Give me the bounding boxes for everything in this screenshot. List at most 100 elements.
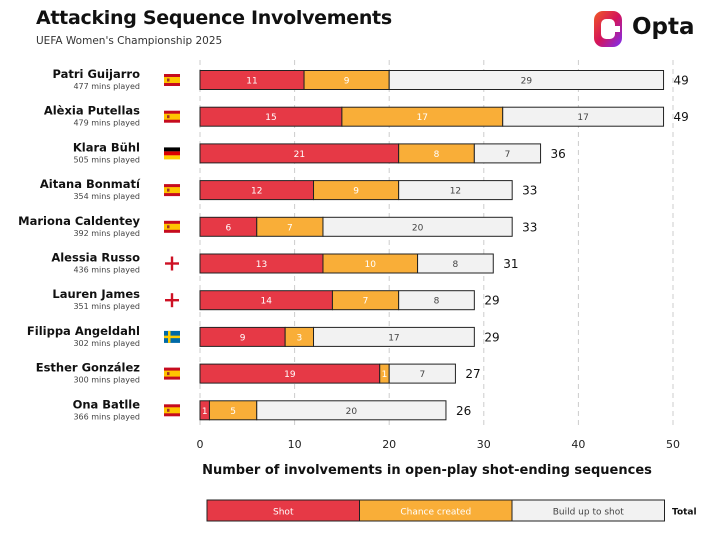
bar-segment-label: 17 xyxy=(577,113,588,123)
chart-title: Attacking Sequence Involvements xyxy=(36,7,392,29)
bar-segment-label: 5 xyxy=(230,407,236,417)
bar-segment-build-up-to-shot xyxy=(398,180,513,201)
legend-swatch-build-up-to-shot xyxy=(511,499,665,522)
flag-spain-icon xyxy=(164,220,180,233)
bar-segment-label: 12 xyxy=(251,187,262,197)
flag-emblem xyxy=(167,225,170,229)
flag-stripe xyxy=(164,370,180,377)
flag-stripe xyxy=(164,187,180,194)
bar-segment-label: 8 xyxy=(434,150,440,160)
bar-segment-label: 21 xyxy=(294,150,305,160)
player-name: Alèxia Putellas xyxy=(44,104,140,118)
player-minutes: 366 mins played xyxy=(73,412,140,421)
bar-segment-build-up-to-shot xyxy=(256,400,447,421)
x-axis-label: Number of involvements in open-play shot… xyxy=(202,463,652,478)
bar-segment-label: 1 xyxy=(202,407,208,417)
bar-segment-label: 7 xyxy=(363,297,369,307)
player-name: Patri Guijarro xyxy=(52,67,140,81)
player-minutes: 436 mins played xyxy=(73,266,140,275)
bar-total-label: 33 xyxy=(522,220,537,234)
bar-segment-label: 8 xyxy=(434,297,440,307)
bar-segment-build-up-to-shot xyxy=(388,363,456,384)
flag-stripe xyxy=(164,147,180,152)
bar-segment-label: 7 xyxy=(505,150,511,160)
player-minutes: 351 mins played xyxy=(73,302,140,311)
x-tick-label: 10 xyxy=(288,438,302,451)
bar-segment-label: 20 xyxy=(412,223,424,233)
bar-total-label: 29 xyxy=(484,294,499,308)
player-minutes: 505 mins played xyxy=(73,155,140,164)
bar-segment-label: 10 xyxy=(365,260,377,270)
flag-stripe xyxy=(164,407,180,414)
x-tick-label: 0 xyxy=(197,438,204,451)
bar-segment-label: 11 xyxy=(246,77,257,87)
bar-segment-build-up-to-shot xyxy=(417,253,494,274)
player-name: Aitana Bonmatí xyxy=(40,177,141,191)
legend-label: Chance created xyxy=(400,508,471,518)
player-name: Ona Batlle xyxy=(73,397,141,411)
flag-spain-icon xyxy=(164,110,180,123)
bar-segment-label: 19 xyxy=(284,370,296,380)
flag-spain-icon xyxy=(164,74,180,86)
player-name: Klara Bühl xyxy=(73,140,140,154)
legend-total-label: Total xyxy=(672,508,697,518)
bar-segment-build-up-to-shot xyxy=(322,216,513,237)
bar-total-label: 49 xyxy=(674,74,689,88)
bar-total-label: 33 xyxy=(522,184,537,198)
bar-segment-label: 9 xyxy=(240,333,246,343)
bar-segment-label: 1 xyxy=(382,370,388,380)
bar-segment-label: 14 xyxy=(260,297,272,307)
bar-total-label: 49 xyxy=(674,110,689,124)
x-tick-label: 40 xyxy=(571,438,585,451)
bar-total-label: 27 xyxy=(465,367,480,381)
flag-stripe xyxy=(164,223,180,230)
flag-emblem xyxy=(167,78,170,82)
bar-segment-build-up-to-shot xyxy=(313,326,475,347)
bar-segment-build-up-to-shot xyxy=(398,290,475,311)
flag-england-icon xyxy=(165,293,179,308)
bar-segment-label: 7 xyxy=(419,370,425,380)
player-name: Alessia Russo xyxy=(51,251,140,265)
flag-stripe xyxy=(164,77,180,83)
flag-spain-icon xyxy=(164,367,180,380)
flag-england-icon xyxy=(165,256,179,271)
flag-germany-icon xyxy=(164,147,180,160)
player-minutes: 302 mins played xyxy=(73,339,140,348)
player-name: Filippa Angeldahl xyxy=(27,324,140,338)
bar-segment-label: 13 xyxy=(256,260,267,270)
bar-segment-build-up-to-shot xyxy=(502,106,665,127)
flag-stripe xyxy=(164,113,180,120)
bar-segment-label: 9 xyxy=(353,187,359,197)
flag-emblem xyxy=(167,408,170,412)
player-minutes: 300 mins played xyxy=(73,376,140,385)
player-minutes: 479 mins played xyxy=(73,119,140,128)
player-minutes: 392 mins played xyxy=(73,229,140,238)
opta-logo-icon xyxy=(594,11,622,47)
player-name: Esther González xyxy=(36,361,141,375)
bar-total-label: 36 xyxy=(551,147,566,161)
flag-stripe xyxy=(164,151,180,156)
bar-segment-label: 29 xyxy=(521,77,533,87)
bar-total-label: 26 xyxy=(456,404,471,418)
flag-cross xyxy=(165,299,179,302)
x-tick-label: 20 xyxy=(382,438,396,451)
bar-segment-label: 17 xyxy=(417,113,428,123)
bar-segment-build-up-to-shot xyxy=(388,70,665,90)
bar-segment-label: 20 xyxy=(346,407,358,417)
player-minutes: 354 mins played xyxy=(73,192,140,201)
flag-spain-icon xyxy=(164,404,180,417)
bar-segment-label: 6 xyxy=(226,223,232,233)
bar-segment-label: 12 xyxy=(450,187,461,197)
flag-emblem xyxy=(167,188,170,192)
player-name: Mariona Caldentey xyxy=(18,214,140,228)
player-minutes: 477 mins played xyxy=(73,82,140,91)
bar-total-label: 29 xyxy=(484,330,499,344)
flag-cross xyxy=(164,335,180,339)
bar-segment-label: 8 xyxy=(453,260,459,270)
bar-segment-build-up-to-shot xyxy=(473,143,542,164)
bar-segment-label: 15 xyxy=(265,113,276,123)
chart-subtitle: UEFA Women's Championship 2025 xyxy=(36,35,223,47)
flag-stripe xyxy=(164,155,180,160)
flag-spain-icon xyxy=(164,184,180,197)
